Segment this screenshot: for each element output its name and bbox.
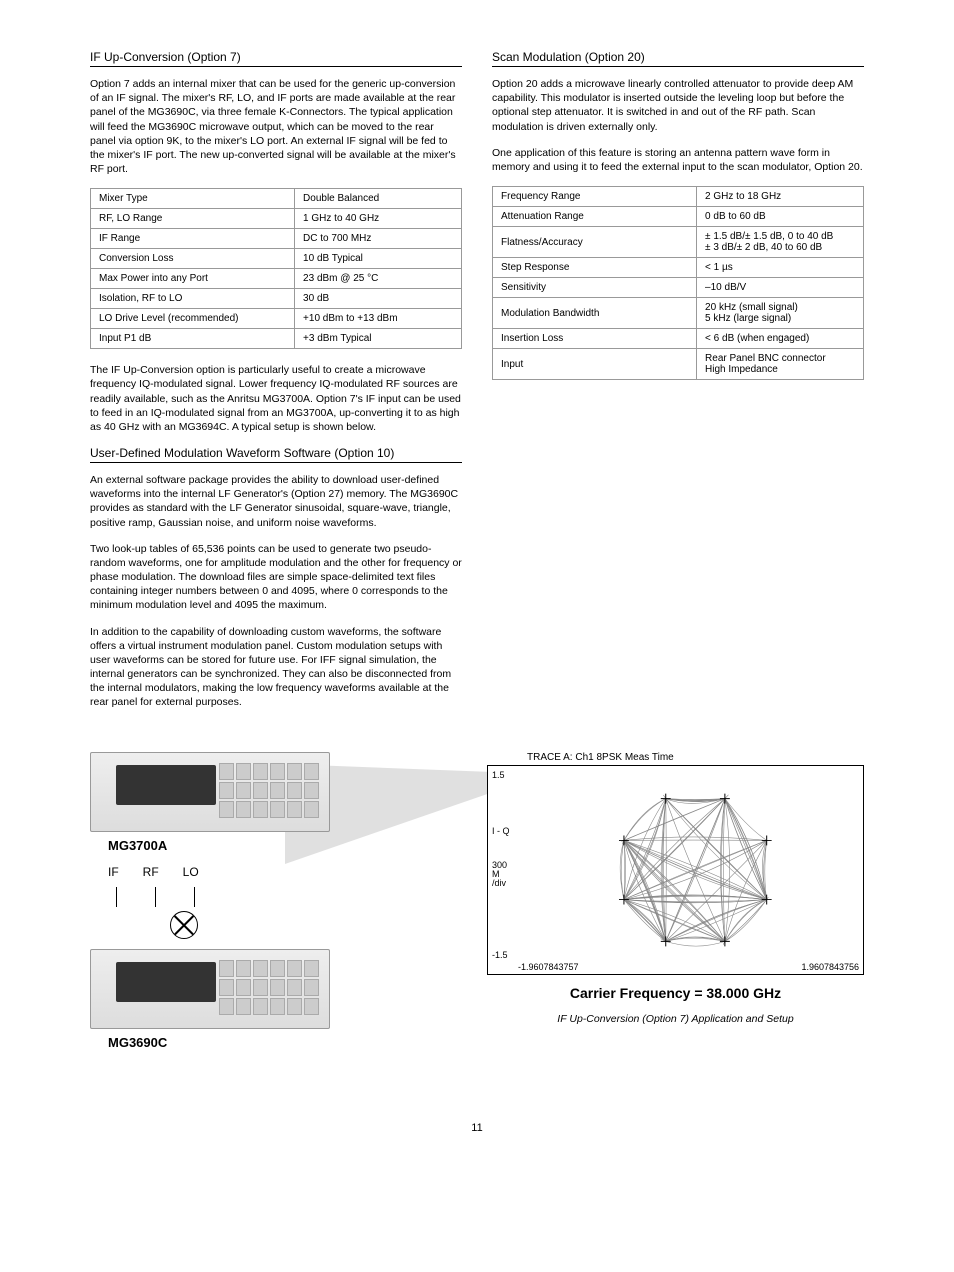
table-cell: Insertion Loss — [493, 329, 697, 349]
body-text: An external software package provides th… — [90, 473, 462, 530]
table-cell: Input P1 dB — [91, 329, 295, 349]
device-mg3700a — [90, 752, 330, 832]
body-text: Two look-up tables of 65,536 points can … — [90, 542, 462, 613]
table-cell: Attenuation Range — [493, 207, 697, 227]
table-cell: Flatness/Accuracy — [493, 227, 697, 258]
table-cell: Conversion Loss — [91, 249, 295, 269]
section-title-scan-mod: Scan Modulation (Option 20) — [492, 50, 864, 67]
table-cell: 10 dB Typical — [295, 249, 462, 269]
table-cell: LO Drive Level (recommended) — [91, 309, 295, 329]
table-cell: 1 GHz to 40 GHz — [295, 209, 462, 229]
table-cell: RF, LO Range — [91, 209, 295, 229]
table-cell: 23 dBm @ 25 °C — [295, 269, 462, 289]
table-cell: Input — [493, 349, 697, 380]
body-text: The IF Up-Conversion option is particula… — [90, 363, 462, 434]
device-label: MG3690C — [108, 1035, 330, 1050]
mixer-icon — [170, 911, 198, 939]
trace-label: TRACE A: Ch1 8PSK Meas Time — [527, 752, 864, 763]
setup-diagram: MG3700A IF RF LO MG3690C — [90, 752, 467, 1062]
body-text: In addition to the capability of downloa… — [90, 625, 462, 710]
table-cell: < 6 dB (when engaged) — [697, 329, 864, 349]
table-cell: Isolation, RF to LO — [91, 289, 295, 309]
table-cell: Double Balanced — [295, 189, 462, 209]
table-cell: Rear Panel BNC connector High Impedance — [697, 349, 864, 380]
port-labels: IF RF LO — [108, 865, 330, 879]
table-cell: 20 kHz (small signal) 5 kHz (large signa… — [697, 298, 864, 329]
constellation-plot: 1.5 I - Q 300 M /div -1.5 -1.9607843757 … — [487, 765, 864, 975]
table-cell: IF Range — [91, 229, 295, 249]
section-title-user-defined: User-Defined Modulation Waveform Softwar… — [90, 446, 462, 463]
page-number: 11 — [90, 1122, 864, 1134]
table-cell: 2 GHz to 18 GHz — [697, 187, 864, 207]
table-scan-mod: Frequency Range2 GHz to 18 GHzAttenuatio… — [492, 186, 864, 380]
table-cell: Mixer Type — [91, 189, 295, 209]
table-cell: 30 dB — [295, 289, 462, 309]
table-cell: Max Power into any Port — [91, 269, 295, 289]
table-cell: ± 1.5 dB/± 1.5 dB, 0 to 40 dB ± 3 dB/± 2… — [697, 227, 864, 258]
table-cell: +3 dBm Typical — [295, 329, 462, 349]
figure-caption: IF Up-Conversion (Option 7) Application … — [487, 1013, 864, 1025]
table-cell: Modulation Bandwidth — [493, 298, 697, 329]
device-mg3690c — [90, 949, 330, 1029]
table-if-upconv: Mixer TypeDouble BalancedRF, LO Range1 G… — [90, 188, 462, 349]
table-cell: DC to 700 MHz — [295, 229, 462, 249]
device-label: MG3700A — [108, 838, 330, 853]
table-cell: < 1 µs — [697, 258, 864, 278]
body-text: One application of this feature is stori… — [492, 146, 864, 174]
section-title-if-upconv: IF Up-Conversion (Option 7) — [90, 50, 462, 67]
body-text: Option 7 adds an internal mixer that can… — [90, 77, 462, 176]
table-cell: Sensitivity — [493, 278, 697, 298]
table-cell: Frequency Range — [493, 187, 697, 207]
table-cell: +10 dBm to +13 dBm — [295, 309, 462, 329]
carrier-frequency: Carrier Frequency = 38.000 GHz — [487, 985, 864, 1001]
table-cell: –10 dB/V — [697, 278, 864, 298]
table-cell: 0 dB to 60 dB — [697, 207, 864, 227]
body-text: Option 20 adds a microwave linearly cont… — [492, 77, 864, 134]
table-cell: Step Response — [493, 258, 697, 278]
